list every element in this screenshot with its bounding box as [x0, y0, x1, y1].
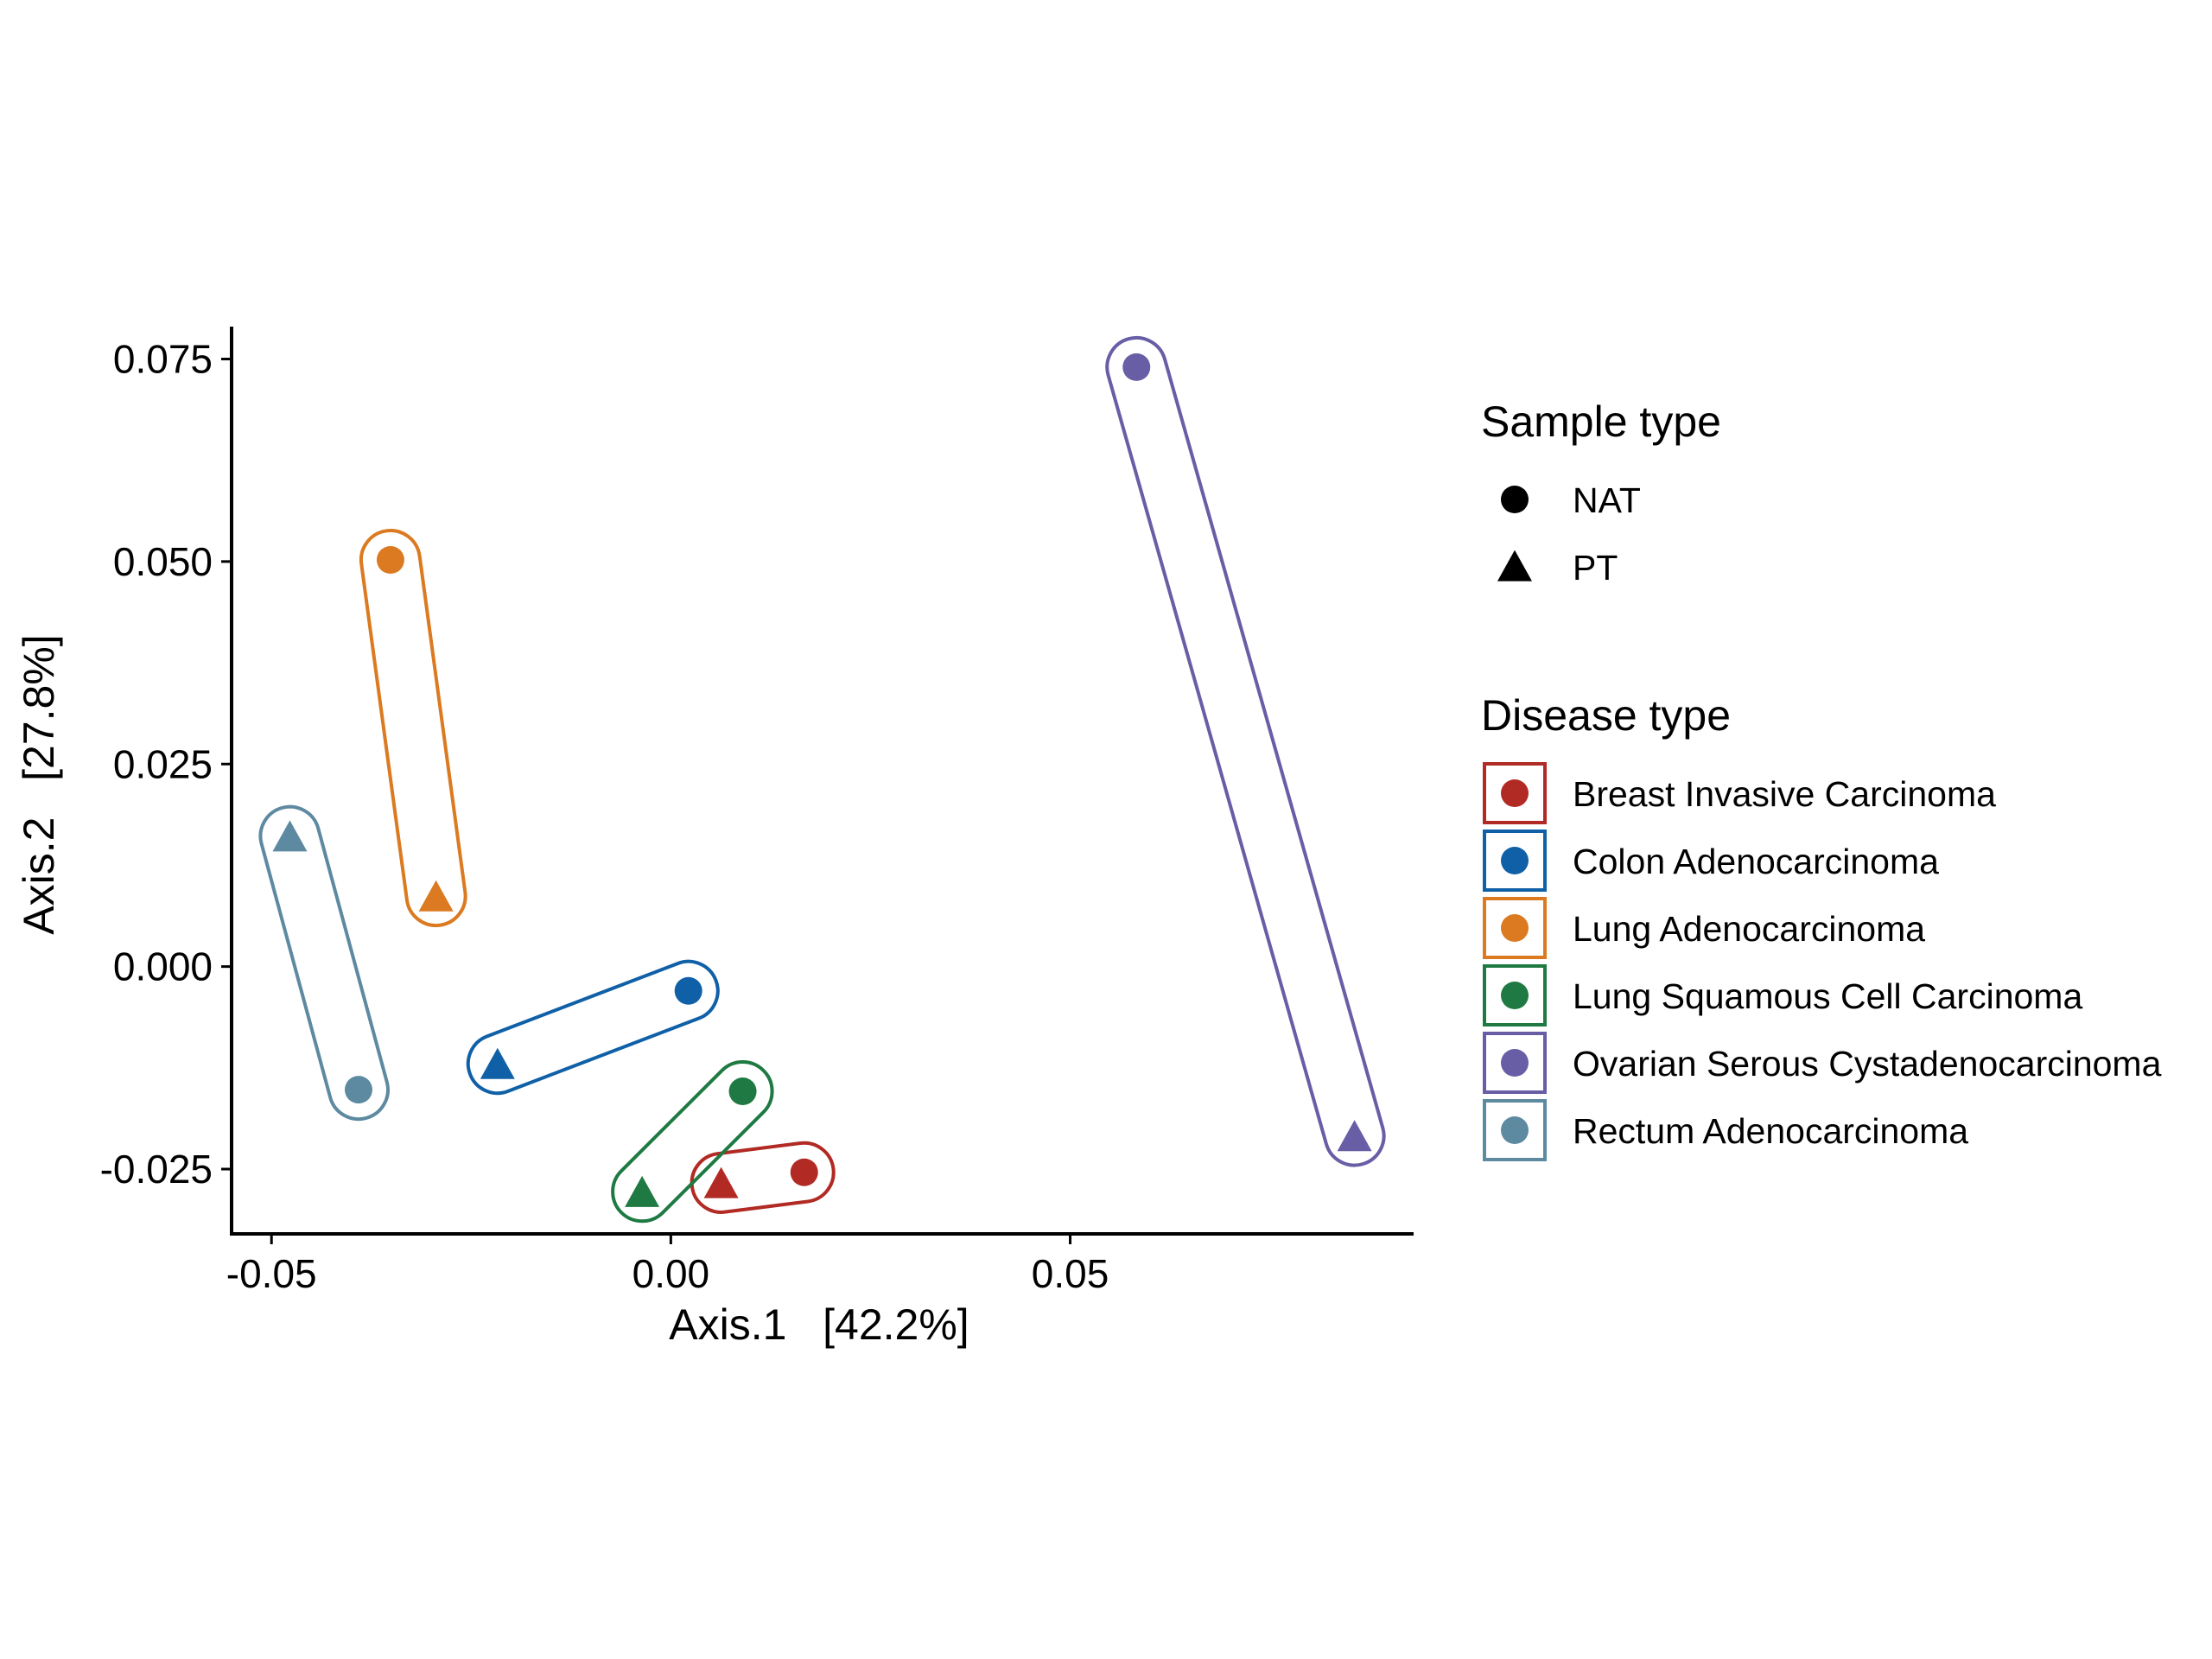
point-rectum-adenocarcinoma-pt: [272, 820, 308, 852]
y-tick-label: 0.050: [113, 539, 213, 584]
legend-disease-type-title: Disease type: [1481, 691, 1731, 740]
plot-area: [258, 335, 1386, 1223]
legend-disease-type-label: Rectum Adenocarcinoma: [1573, 1111, 1968, 1151]
point-lung-squamous-cell-carcinoma-pt: [625, 1175, 660, 1207]
axes: -0.05 0.00 0.05 -0.025 0.000 0.025 0.050 0.075…: [15, 327, 1414, 1349]
point-lung-adenocarcinoma-pt: [418, 880, 454, 912]
hull-colon-adenocarcinoma: [466, 959, 720, 1096]
point-breast-invasive-carcinoma-pt: [703, 1166, 739, 1198]
point-colon-adenocarcinoma-nat: [674, 976, 702, 1005]
legend-sample-type-label: NAT: [1573, 480, 1641, 520]
y-axis-title: Axis.2 [27.8%]: [15, 634, 63, 934]
point-lung-adenocarcinoma-nat: [376, 546, 404, 574]
legend-key-dot: [1501, 982, 1529, 1009]
point-rectum-adenocarcinoma-nat: [344, 1076, 372, 1104]
legend-disease-type-label: Lung Adenocarcinoma: [1573, 909, 1925, 949]
y-tick-label: 0.025: [113, 741, 213, 786]
legend-disease-type-entries: Breast Invasive Carcinoma Colon Adenocarc…: [1483, 762, 2162, 1161]
legend-disease-type-label: Ovarian Serous Cystadenocarcinoma: [1573, 1044, 2162, 1084]
hull-rectum-adenocarcinoma: [258, 804, 390, 1122]
x-axis-ticks: -0.05 0.00 0.05: [226, 1234, 1109, 1296]
legend-disease-type: Disease type Breast Invasive Carcinoma Co…: [1481, 691, 2162, 1161]
point-ovarian-serous-cystadenocarcinoma-nat: [1122, 353, 1151, 381]
legend-key-dot: [1501, 1049, 1529, 1077]
pair-hulls: [258, 335, 1386, 1223]
legend-key-dot: [1501, 779, 1529, 807]
data-points: [272, 353, 1372, 1207]
hull-lung-squamous-cell-carcinoma: [611, 1060, 774, 1223]
hull-breast-invasive-carcinoma: [690, 1141, 836, 1214]
x-axis-title: Axis.1 [42.2%]: [669, 1300, 969, 1349]
legend-sample-type-label: PT: [1573, 548, 1618, 588]
x-tick-label: 0.05: [1032, 1251, 1109, 1296]
legend-key-dot: [1501, 847, 1529, 874]
hull-lung-adenocarcinoma: [359, 529, 467, 928]
x-tick-label: 0.00: [632, 1251, 710, 1296]
y-axis-ticks: -0.025 0.000 0.025 0.050 0.075: [100, 337, 232, 1192]
y-tick-label: 0.000: [113, 944, 213, 989]
legend-key-dot: [1501, 914, 1529, 942]
legend-disease-type-label: Colon Adenocarcinoma: [1573, 842, 1939, 881]
legend-sample-type-entries: NAT PT: [1497, 480, 1641, 588]
point-ovarian-serous-cystadenocarcinoma-pt: [1337, 1120, 1372, 1152]
legend-sample-type-title: Sample type: [1481, 397, 1721, 446]
hull-ovarian-serous-cystadenocarcinoma: [1105, 335, 1386, 1167]
legend-disease-type-label: Breast Invasive Carcinoma: [1573, 774, 1996, 814]
y-tick-label: 0.075: [113, 337, 213, 382]
legend-key-dot: [1501, 1116, 1529, 1144]
legend-circle-icon: [1501, 486, 1529, 513]
legend-triangle-icon: [1497, 550, 1532, 582]
point-colon-adenocarcinoma-pt: [480, 1047, 515, 1079]
legend-disease-type-label: Lung Squamous Cell Carcinoma: [1573, 976, 2082, 1016]
x-tick-label: -0.05: [226, 1251, 317, 1296]
y-tick-label: -0.025: [100, 1147, 213, 1192]
point-lung-squamous-cell-carcinoma-nat: [728, 1077, 757, 1105]
point-breast-invasive-carcinoma-nat: [790, 1158, 818, 1186]
legend-sample-type: Sample type NAT PT: [1481, 397, 1721, 588]
